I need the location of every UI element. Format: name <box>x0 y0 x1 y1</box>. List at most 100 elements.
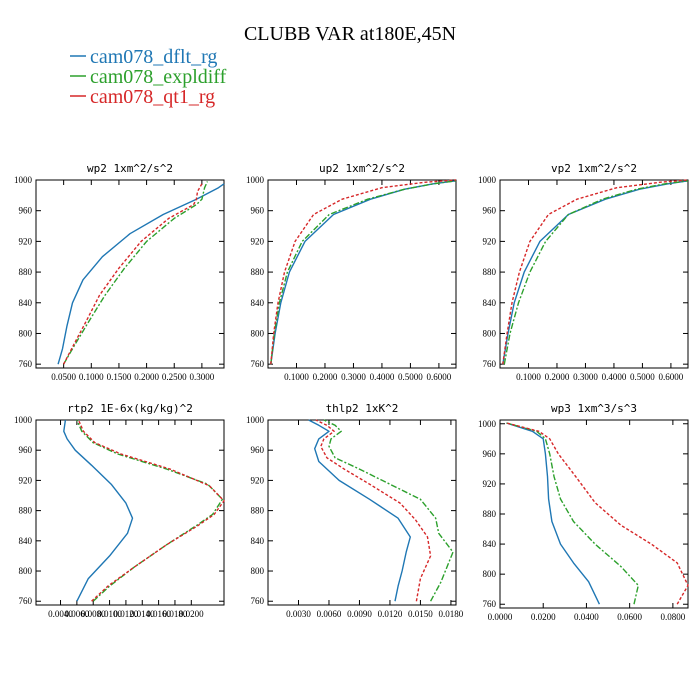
y-tick-label: 960 <box>19 206 33 216</box>
y-tick-label: 760 <box>483 359 497 369</box>
y-tick-label: 1000 <box>14 175 33 185</box>
series-line-1 <box>506 422 601 605</box>
x-tick-label: 0.1500 <box>107 372 132 382</box>
x-tick-label: 0.0140 <box>130 609 155 619</box>
panel-title: vp2 1xm^2/s^2 <box>551 162 637 175</box>
x-tick-label: 0.0800 <box>660 612 685 622</box>
panel-title: wp3 1xm^3/s^3 <box>551 402 637 415</box>
panel-4: rtp2 1E-6x(kg/kg)^2 760 800 840 880 920 960 100… <box>14 402 225 619</box>
panel-2: up2 1xm^2/s^2 760 800 840 880 920 960 1000 0.100… <box>246 162 457 382</box>
x-tick-label: 0.5000 <box>398 372 423 382</box>
y-tick-label: 840 <box>19 298 33 308</box>
y-tick-label: 840 <box>19 536 33 546</box>
plot-frame <box>267 179 457 369</box>
y-tick-label: 960 <box>251 445 265 455</box>
x-tick-label: 0.0200 <box>179 609 204 619</box>
y-tick-label: 920 <box>251 236 265 246</box>
x-tick-label: 0.0100 <box>97 609 122 619</box>
x-tick-label: 0.0400 <box>574 612 599 622</box>
series-line-1 <box>57 183 225 365</box>
series-line-2 <box>62 181 209 365</box>
series-line-1 <box>308 419 411 602</box>
y-tick-label: 960 <box>483 206 497 216</box>
x-tick-label: 0.0180 <box>439 609 464 619</box>
plot-frame <box>267 419 457 606</box>
x-tick-label: 0.5000 <box>630 372 655 382</box>
x-tick-label: 0.0120 <box>378 609 403 619</box>
x-tick-label: 0.0060 <box>317 609 342 619</box>
series-line-3 <box>77 419 225 602</box>
panels-grid: wp2 1xm^2/s^2 760 800 840 880 920 960 1000 0.050… <box>14 162 689 622</box>
y-tick-label: 920 <box>483 479 497 489</box>
plot-frame <box>499 419 689 609</box>
y-tick-label: 1000 <box>246 415 265 425</box>
y-tick-label: 800 <box>19 328 33 338</box>
series-line-1 <box>270 180 457 365</box>
y-tick-label: 880 <box>251 267 265 277</box>
y-tick-label: 960 <box>251 206 265 216</box>
y-tick-label: 920 <box>19 236 33 246</box>
x-tick-label: 0.0500 <box>51 372 76 382</box>
series-line-3 <box>270 179 457 365</box>
y-tick-label: 800 <box>19 566 33 576</box>
x-tick-label: 0.3000 <box>573 372 598 382</box>
series-line-3 <box>62 183 203 365</box>
legend-label-3: cam078_qt1_rg <box>90 86 215 108</box>
x-tick-label: 0.1000 <box>284 372 309 382</box>
y-tick-label: 880 <box>19 506 33 516</box>
series-line-2 <box>506 422 639 605</box>
x-tick-label: 0.2000 <box>313 372 338 382</box>
series-line-2 <box>76 419 224 602</box>
x-tick-label: 0.1000 <box>79 372 104 382</box>
y-tick-label: 880 <box>483 509 497 519</box>
panel-title: wp2 1xm^2/s^2 <box>87 162 173 175</box>
y-tick-label: 840 <box>251 298 265 308</box>
x-tick-label: 0.2000 <box>545 372 570 382</box>
plot-frame <box>499 179 689 369</box>
x-tick-label: 0.6000 <box>659 372 684 382</box>
y-tick-label: 920 <box>19 475 33 485</box>
y-tick-label: 1000 <box>478 419 497 429</box>
panel-3: vp2 1xm^2/s^2 760 800 840 880 920 960 1000 0.100… <box>478 162 689 382</box>
x-tick-label: 0.2000 <box>134 372 159 382</box>
x-tick-label: 0.0000 <box>488 612 513 622</box>
x-tick-label: 0.0160 <box>146 609 171 619</box>
y-tick-label: 1000 <box>246 175 265 185</box>
y-tick-label: 840 <box>483 539 497 549</box>
y-tick-label: 920 <box>483 236 497 246</box>
x-tick-label: 0.0120 <box>114 609 139 619</box>
x-tick-label: 0.4000 <box>370 372 395 382</box>
y-tick-label: 760 <box>251 596 265 606</box>
figure-title: CLUBB VAR at180E,45N <box>244 23 456 45</box>
legend-label-2: cam078_expldiff <box>90 66 227 88</box>
x-tick-label: 0.6000 <box>427 372 452 382</box>
y-tick-label: 840 <box>483 298 497 308</box>
y-tick-label: 880 <box>483 267 497 277</box>
x-tick-label: 0.0080 <box>81 609 106 619</box>
plot-frame <box>35 419 225 606</box>
panel-title: thlp2 1xK^2 <box>326 402 399 415</box>
y-tick-label: 880 <box>251 506 265 516</box>
x-tick-label: 0.3000 <box>190 372 215 382</box>
panel-title: up2 1xm^2/s^2 <box>319 162 405 175</box>
x-tick-label: 0.0090 <box>347 609 372 619</box>
series-line-3 <box>315 419 432 602</box>
x-tick-label: 0.0060 <box>64 609 89 619</box>
series-line-2 <box>323 419 454 602</box>
x-tick-label: 0.0030 <box>286 609 311 619</box>
panel-title: rtp2 1E-6x(kg/kg)^2 <box>67 402 193 415</box>
y-tick-label: 1000 <box>478 175 497 185</box>
series-line-1 <box>63 419 134 602</box>
y-tick-label: 760 <box>19 596 33 606</box>
series-line-2 <box>503 180 689 365</box>
plot-frame <box>35 179 225 369</box>
legend-label-1: cam078_dflt_rg <box>90 46 217 68</box>
y-tick-label: 760 <box>483 599 497 609</box>
y-tick-label: 880 <box>19 267 33 277</box>
x-tick-label: 0.0180 <box>163 609 188 619</box>
series-line-2 <box>270 180 457 365</box>
x-tick-label: 0.0040 <box>48 609 73 619</box>
y-tick-label: 920 <box>251 475 265 485</box>
y-tick-label: 960 <box>19 445 33 455</box>
y-tick-label: 800 <box>251 566 265 576</box>
